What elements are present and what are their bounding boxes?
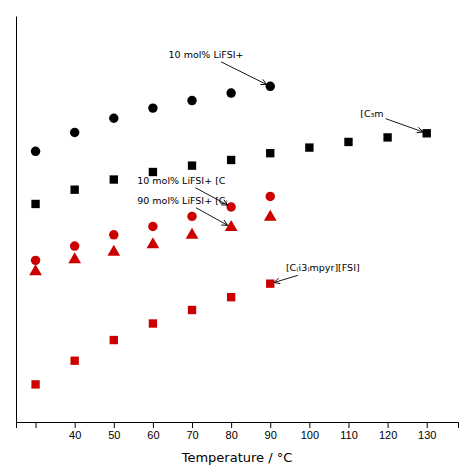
point [187, 212, 196, 221]
x-tick-mark [427, 422, 428, 428]
x-tick: 50 [108, 422, 120, 441]
series [31, 129, 431, 208]
point [148, 222, 157, 231]
x-tick-label: 90 [265, 429, 277, 441]
series [31, 192, 275, 265]
x-axis: 40 50 60 70 80 90 100 110 120 130 [17, 422, 459, 441]
x-tick: 120 [379, 422, 397, 441]
point [70, 241, 79, 250]
annotation-arrow [221, 62, 267, 85]
x-tick: 70 [186, 422, 198, 441]
annotation-arrow [386, 119, 423, 132]
annotation: 90 mol% LiFSI+ [C₍ [137, 195, 228, 206]
point [109, 114, 118, 123]
point [147, 237, 160, 248]
point [110, 175, 118, 183]
x-tick-mark [348, 422, 349, 428]
point [266, 82, 275, 91]
annotation: 10 mol% LiFSI+ [C [137, 175, 226, 186]
x-tick-mark [270, 422, 271, 428]
plot-area [29, 82, 431, 389]
point [107, 245, 120, 256]
point [186, 228, 199, 239]
point [266, 192, 275, 201]
point [344, 138, 352, 146]
x-tick: 80 [226, 422, 238, 441]
x-tick-mark [192, 422, 193, 428]
x-tick-label: 120 [379, 429, 397, 441]
point [31, 147, 40, 156]
point [29, 264, 42, 275]
point [68, 252, 81, 263]
point [226, 88, 235, 97]
point [110, 336, 118, 344]
series [31, 279, 274, 388]
x-tick: 130 [418, 422, 436, 441]
x-tick-mark [75, 422, 76, 428]
point [149, 319, 157, 327]
x-tick-mark [114, 422, 115, 428]
x-tick-mark [36, 422, 37, 428]
point [264, 210, 277, 221]
point [188, 161, 196, 169]
point [188, 306, 196, 314]
point [266, 279, 274, 287]
annotation: [C₍i3₎mpyr][FSI] [286, 262, 360, 273]
x-tick-label: 70 [186, 429, 198, 441]
point [227, 293, 235, 301]
x-tick-label: 110 [340, 429, 358, 441]
point [227, 156, 235, 164]
x-tick-label: 40 [69, 429, 81, 441]
point [31, 256, 40, 265]
series [29, 210, 276, 276]
x-tick-label: 130 [418, 429, 436, 441]
point [70, 128, 79, 137]
series [31, 82, 275, 156]
annotation: 10 mol% LiFSI+ [169, 49, 244, 60]
point [148, 103, 157, 112]
x-tick: 100 [301, 422, 319, 441]
point [70, 357, 78, 365]
x-tick: 40 [69, 422, 81, 441]
annotation: [C₃m [360, 108, 383, 119]
annotation-arrow [196, 208, 228, 226]
point [423, 129, 431, 137]
x-tick [36, 422, 37, 428]
x-axis-line [17, 423, 459, 429]
point [31, 200, 39, 208]
chart: 40 50 60 70 80 90 100 110 120 130 Temperature / °C… [0, 0, 474, 474]
y-axis [16, 17, 17, 423]
x-tick-mark [388, 422, 389, 428]
x-tick: 90 [265, 422, 277, 441]
x-tick-mark [153, 422, 154, 428]
x-axis-title: Temperature / °C [181, 450, 293, 465]
point [109, 230, 118, 239]
x-tick: 110 [340, 422, 358, 441]
x-tick-mark [309, 422, 310, 428]
x-tick-mark [231, 422, 232, 428]
point [31, 380, 39, 388]
point [383, 133, 391, 141]
point [187, 96, 196, 105]
point [70, 185, 78, 193]
x-tick: 60 [147, 422, 159, 441]
y-axis-line [16, 17, 17, 423]
point [225, 220, 238, 231]
point [305, 143, 313, 151]
point [266, 149, 274, 157]
x-tick-label: 80 [226, 429, 238, 441]
annotation-arrow [274, 275, 298, 282]
x-tick-label: 50 [108, 429, 120, 441]
x-tick-label: 60 [147, 429, 159, 441]
x-tick-label: 100 [301, 429, 319, 441]
annotations: 10 mol% LiFSI+ [C₃m 10 mol% LiFSI+ [C 90 mo… [137, 49, 423, 283]
